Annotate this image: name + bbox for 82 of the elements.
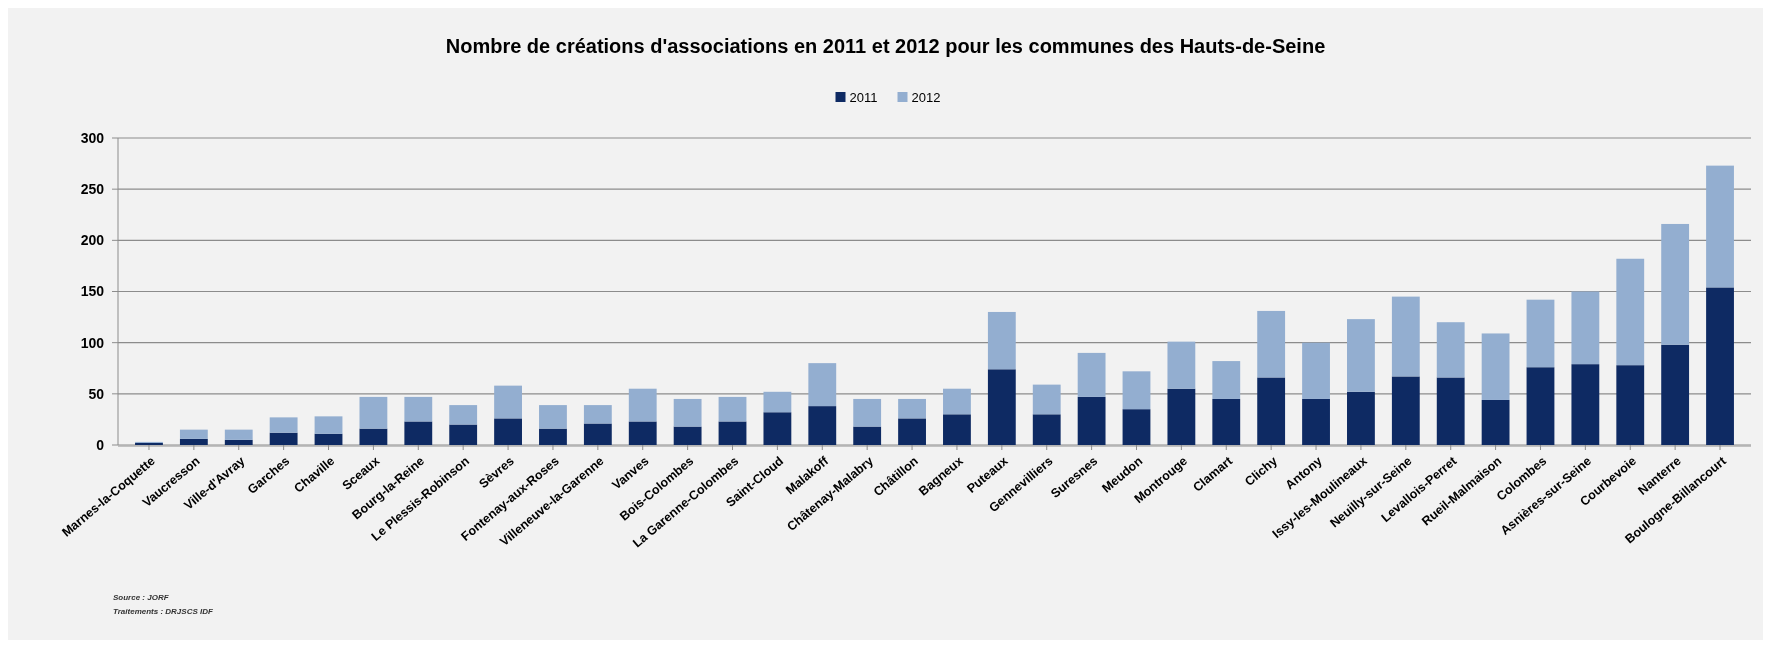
legend-label: 2011: [849, 90, 878, 105]
bar: [1706, 165, 1734, 288]
bar: [987, 311, 1016, 370]
bar: [404, 396, 433, 422]
bar: [1167, 341, 1196, 389]
bar: [1167, 388, 1196, 445]
bar: [1481, 399, 1510, 445]
bar: [539, 405, 567, 429]
bar: [539, 428, 567, 445]
bar: [583, 423, 612, 445]
bar: [359, 396, 388, 429]
bar: [269, 417, 298, 433]
bar: [494, 418, 522, 445]
bar: [718, 421, 747, 445]
bar: [1122, 371, 1151, 410]
bar: [1661, 223, 1690, 345]
bar: [853, 398, 882, 427]
y-tick-label: 100: [80, 334, 105, 351]
bar: [987, 369, 1016, 445]
bar: [1077, 352, 1106, 397]
bar: [1616, 258, 1645, 366]
bar: [1391, 296, 1420, 377]
legend-label: 2012: [911, 90, 941, 105]
y-tick-label: 300: [80, 129, 105, 146]
bar: [1436, 377, 1465, 445]
bar: [494, 385, 522, 419]
bar: [1706, 287, 1734, 445]
bar: [1526, 367, 1555, 445]
bar: [1571, 364, 1600, 445]
bar: [1526, 299, 1555, 368]
bar: [314, 416, 343, 434]
bar: [224, 429, 253, 440]
bar: [1347, 319, 1375, 392]
y-tick-label: 150: [80, 283, 105, 300]
y-tick-label: 250: [80, 181, 105, 198]
bar: [763, 412, 792, 445]
bar: [1212, 398, 1241, 445]
bar: [1661, 344, 1690, 445]
bar: [1302, 342, 1330, 399]
bar: [1436, 322, 1465, 378]
bar: [1077, 396, 1106, 445]
bar: [449, 424, 478, 445]
bar: [1302, 398, 1330, 445]
bar: [179, 438, 208, 445]
bar: [673, 426, 702, 445]
bar: [1391, 376, 1420, 445]
bar: [359, 428, 388, 445]
bar: [943, 388, 971, 415]
bar: [808, 406, 837, 445]
bar: [1481, 333, 1510, 400]
bar: [898, 418, 926, 445]
bar: [1257, 310, 1286, 378]
bar: [673, 398, 702, 427]
bar: [763, 391, 792, 413]
y-tick-label: 200: [80, 232, 105, 249]
bar: [1212, 361, 1241, 399]
bar: [1347, 391, 1375, 445]
bar: [1257, 377, 1286, 445]
bar: [628, 421, 657, 445]
bar: [404, 421, 433, 445]
bar: [718, 396, 747, 422]
bar: [1122, 409, 1151, 445]
bar: [1571, 291, 1600, 365]
bar: [1032, 384, 1061, 415]
bar: [449, 405, 478, 425]
bar: [1032, 414, 1061, 445]
bar: [898, 398, 926, 419]
chart-title: Nombre de créations d'associations en 2011 et 2012 pour les communes des Hauts-de-Seine: [445, 35, 1326, 57]
bar: [1616, 365, 1645, 445]
bar: [628, 388, 657, 422]
bar: [583, 405, 612, 424]
bar: [269, 432, 298, 445]
bar: [179, 429, 208, 439]
bar: [853, 426, 882, 445]
y-tick-label: 0: [96, 436, 105, 453]
text: Traitements : DRJSCS IDF: [113, 607, 214, 616]
y-tick-label: 50: [88, 385, 105, 402]
bar: [224, 439, 253, 445]
bar: [314, 433, 343, 445]
source-note: Source : JORF: [113, 593, 170, 602]
bar: [808, 363, 837, 407]
bar: [943, 414, 971, 445]
